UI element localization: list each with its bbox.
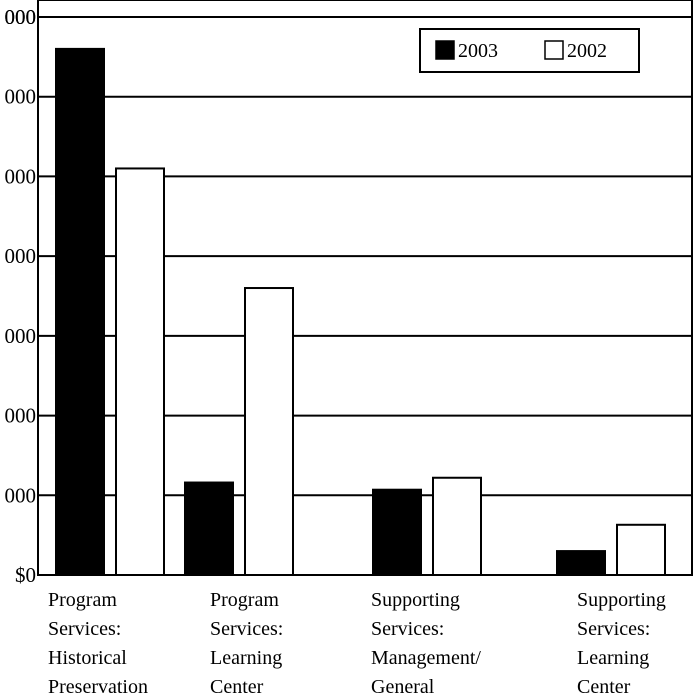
legend: 2003 2002	[419, 28, 640, 73]
legend-box	[419, 28, 640, 73]
bar-2003-1	[184, 481, 234, 577]
bar-2003-3	[556, 550, 606, 576]
y-tick-label: 000	[5, 164, 37, 188]
y-tick-label: 000	[5, 324, 37, 348]
y-tick-label: 000	[5, 244, 37, 268]
legend-swatch-2003	[435, 40, 455, 60]
y-tick-label: 000	[5, 404, 37, 428]
bar-2002-0	[115, 167, 165, 576]
plot-frame	[37, 0, 693, 576]
category-label: Supporting Services: Learning Center	[577, 589, 666, 694]
bar-2003-0	[55, 47, 105, 576]
category-label: Program Services: Learning Center	[210, 589, 283, 694]
y-tick-label: $0	[15, 563, 36, 587]
bar-2002-2	[432, 476, 482, 576]
category-label: Program Services: Historical Preservation	[48, 589, 148, 694]
y-tick-label: 000	[5, 483, 37, 507]
category-labels: Program Services: Historical Preservation Pr…	[48, 589, 666, 694]
category-label: Supporting Services: Management/General	[371, 589, 481, 694]
legend-label-2002: 2002	[567, 40, 607, 62]
y-tick-label: 000	[5, 5, 37, 29]
bar-2002-1	[244, 287, 294, 576]
bar-2003-2	[372, 488, 422, 577]
y-tick-label: 000	[5, 5, 37, 29]
y-tick-label: 000	[5, 85, 37, 109]
bar-2002-3	[616, 523, 666, 577]
legend-swatch-2002	[544, 40, 564, 60]
legend-label-2003: 2003	[458, 40, 498, 62]
